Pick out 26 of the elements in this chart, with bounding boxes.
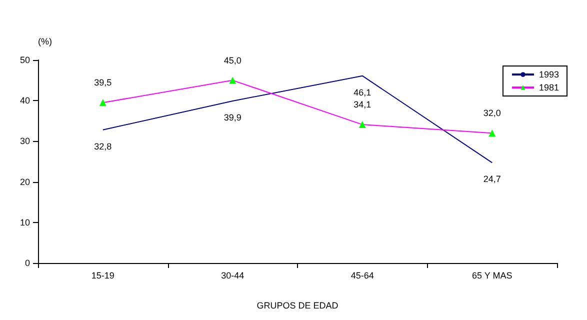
data-label: 39,9: [224, 112, 242, 123]
x-tick-label: 30-44: [221, 270, 244, 280]
y-tick-label: 10: [20, 217, 30, 228]
data-label: 32,0: [483, 108, 501, 118]
data-label: 39,5: [94, 78, 112, 88]
point: [358, 121, 366, 128]
point: [488, 130, 496, 137]
point: [99, 99, 106, 106]
x-tick-label: 45-64: [350, 270, 374, 280]
legend-label: 1981: [538, 82, 560, 92]
data-label: 34,1: [354, 100, 372, 110]
x-tick-label: 15-19: [91, 270, 114, 280]
x-axis-title: GRUPOS DE EDAD: [256, 300, 339, 310]
y-tick-label: 0: [24, 258, 30, 268]
point: [229, 76, 236, 84]
data-label: 32,8: [94, 141, 112, 152]
y-axis-title: (%): [38, 36, 52, 46]
y-tick-label: 40: [20, 96, 30, 106]
legend-label: 1993: [538, 70, 560, 80]
y-tick-label: 20: [20, 176, 30, 187]
x-tick-label: 65 Y MAS: [472, 270, 512, 280]
data-label: 46,1: [354, 87, 372, 98]
data-label: 24,7: [483, 174, 501, 184]
data-label: 45,0: [224, 55, 242, 66]
y-tick-label: 50: [20, 55, 30, 65]
y-tick-label: 30: [20, 136, 30, 146]
